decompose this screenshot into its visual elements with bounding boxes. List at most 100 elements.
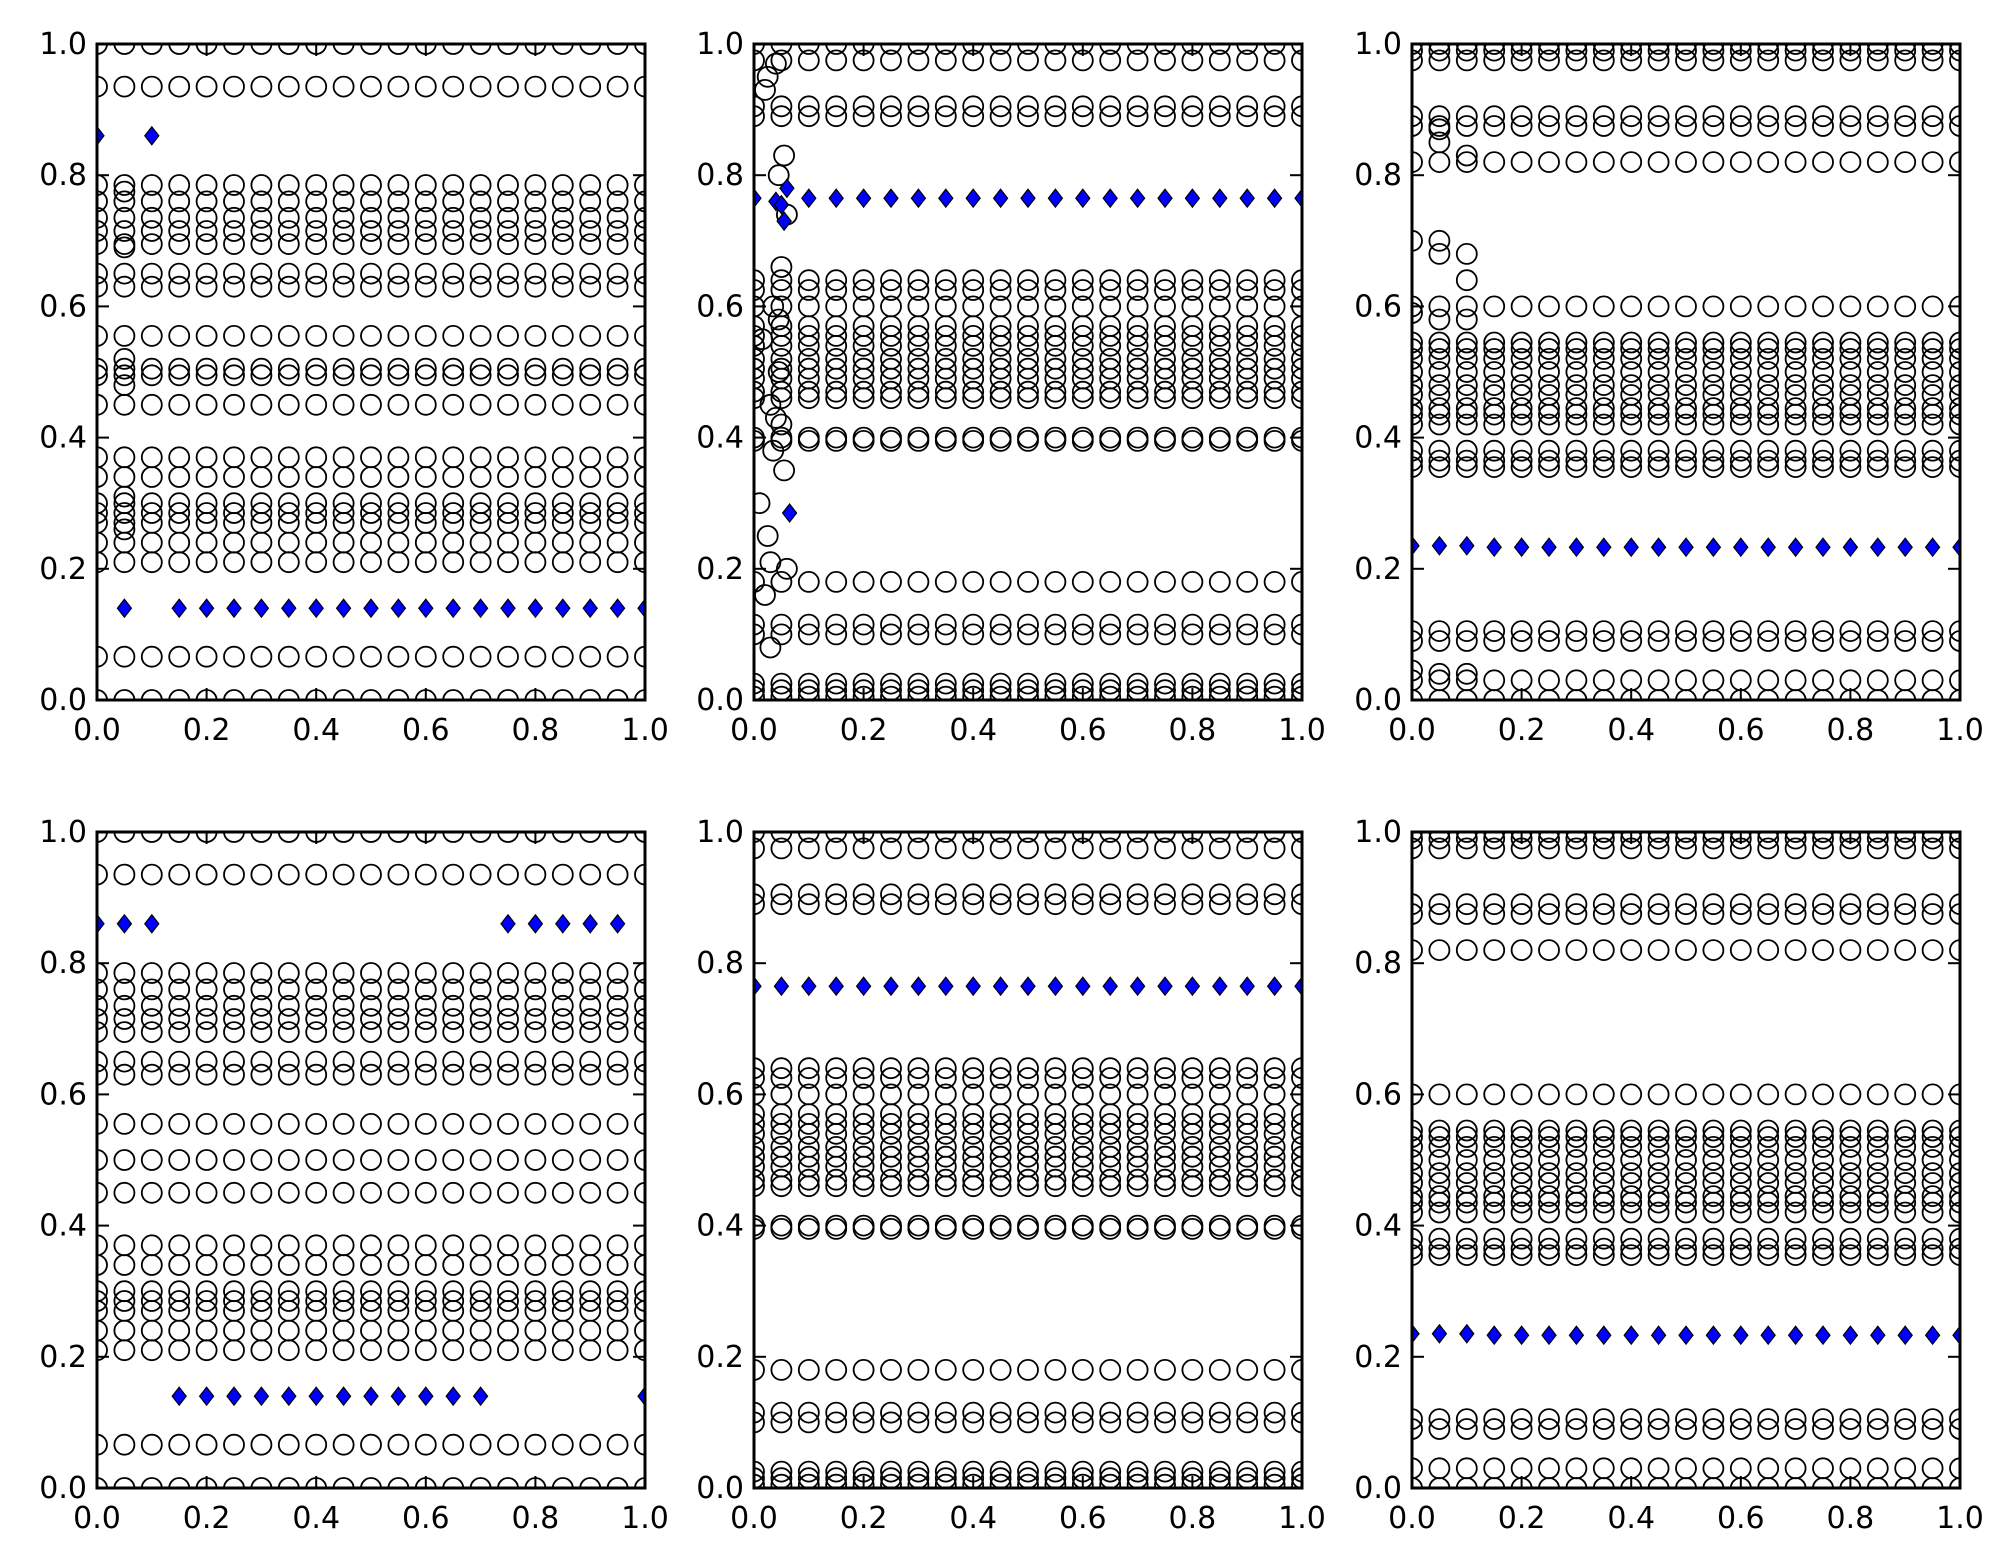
circle-point <box>1071 1067 1094 1089</box>
circle-point <box>551 1280 574 1303</box>
circle-point <box>1291 95 1302 118</box>
circle-point <box>1702 338 1725 360</box>
circle-point <box>1154 1467 1176 1488</box>
circle-point <box>1647 44 1670 55</box>
diamond-point <box>1266 188 1283 209</box>
circle-point <box>551 75 574 98</box>
circle-point <box>934 1083 957 1106</box>
circle-point <box>1263 347 1286 370</box>
circle-point <box>606 962 629 984</box>
circle-point <box>825 380 848 403</box>
circle-point <box>168 1254 191 1276</box>
circle-point <box>1592 397 1615 420</box>
circle-point <box>1675 397 1697 420</box>
circle-point <box>776 557 798 580</box>
circle-point <box>223 1050 245 1073</box>
circle-point <box>770 623 793 646</box>
circle-point <box>579 446 602 469</box>
circle-point <box>934 426 957 449</box>
circle-point <box>223 531 245 554</box>
circle-point <box>414 466 437 488</box>
circle-point <box>1017 95 1039 118</box>
circle-point <box>1729 115 1752 137</box>
circle-point <box>1729 1126 1752 1148</box>
circle-point <box>606 1290 629 1312</box>
circle-point <box>852 1359 875 1381</box>
circle-point <box>1428 338 1451 360</box>
circle-point <box>497 1063 519 1086</box>
circle-point <box>1894 1457 1917 1480</box>
circle-point <box>250 364 273 387</box>
circle-point <box>168 978 191 1001</box>
circle-point <box>551 1149 574 1171</box>
circle-point <box>551 978 574 1001</box>
circle-point <box>305 978 328 1001</box>
circle-point <box>1154 1359 1176 1381</box>
circle-point <box>1071 347 1094 370</box>
circle-point <box>1208 1473 1231 1488</box>
circle-point <box>1647 44 1670 62</box>
circle-point <box>250 324 273 347</box>
diamond-point <box>226 598 242 619</box>
circle-point <box>1729 374 1752 397</box>
circle-point <box>1565 832 1588 843</box>
circle-point <box>1017 672 1039 695</box>
circle-point <box>1538 49 1560 72</box>
circle-point <box>989 324 1012 347</box>
circle-point <box>1949 893 1960 916</box>
circle-point <box>1592 384 1615 406</box>
circle-point <box>250 863 273 886</box>
circle-point <box>1099 1113 1122 1135</box>
circle-point <box>1236 1113 1259 1135</box>
circle-point <box>1592 413 1615 436</box>
circle-point <box>250 994 273 1017</box>
circle-point <box>551 262 574 285</box>
circle-point <box>387 1181 410 1204</box>
circle-point <box>1291 105 1302 128</box>
circle-point <box>442 863 465 886</box>
circle-point <box>140 206 163 229</box>
circle-point <box>1455 44 1478 55</box>
circle-point <box>1784 1162 1807 1184</box>
circle-point <box>1263 95 1286 118</box>
circle-point <box>1620 903 1643 925</box>
circle-point <box>332 551 355 574</box>
circle-point <box>360 357 382 380</box>
circle-point <box>1894 939 1917 961</box>
circle-point <box>140 492 163 515</box>
circle-point <box>332 174 355 196</box>
circle-point <box>1866 115 1889 137</box>
circle-point <box>1866 44 1889 62</box>
circle-point <box>1236 1083 1259 1106</box>
circle-point <box>1428 1119 1451 1142</box>
circle-point <box>195 1433 218 1456</box>
circle-point <box>880 1113 902 1135</box>
circle-point <box>140 1021 163 1043</box>
circle-point <box>1702 893 1725 916</box>
circle-point <box>332 994 355 1017</box>
circle-point <box>1291 1467 1302 1488</box>
circle-point <box>223 1477 245 1488</box>
circle-point <box>1675 413 1697 436</box>
diamond-point <box>1705 537 1722 558</box>
circle-point <box>1784 1457 1807 1480</box>
circle-point <box>551 645 574 668</box>
circle-point <box>1647 832 1670 843</box>
circle-point <box>797 49 820 72</box>
circle-point <box>1428 449 1451 472</box>
circle-point <box>1428 347 1451 370</box>
circle-point <box>634 357 645 380</box>
circle-point <box>1291 357 1302 380</box>
circle-point <box>1455 630 1478 652</box>
circle-point <box>497 502 519 524</box>
diamond-point <box>1184 188 1201 209</box>
circle-point <box>1538 939 1560 961</box>
diamond-point <box>828 188 844 209</box>
circle-point <box>880 672 902 695</box>
circle-point <box>1099 1460 1122 1483</box>
circle-point <box>797 295 820 318</box>
circle-point <box>442 262 465 285</box>
circle-point <box>1208 380 1231 403</box>
circle-point <box>1510 939 1533 961</box>
circle-point <box>1099 672 1122 695</box>
